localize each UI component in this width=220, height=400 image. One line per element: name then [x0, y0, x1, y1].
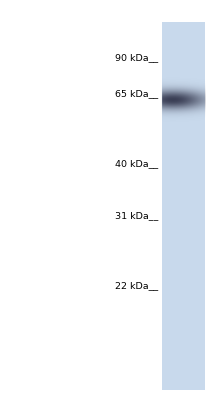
Text: 65 kDa__: 65 kDa__: [115, 90, 158, 98]
Text: 31 kDa__: 31 kDa__: [115, 212, 158, 220]
Text: 22 kDa__: 22 kDa__: [115, 282, 158, 290]
Text: 40 kDa__: 40 kDa__: [115, 160, 158, 168]
Bar: [162, 22, 205, 390]
Text: 90 kDa__: 90 kDa__: [115, 54, 158, 62]
